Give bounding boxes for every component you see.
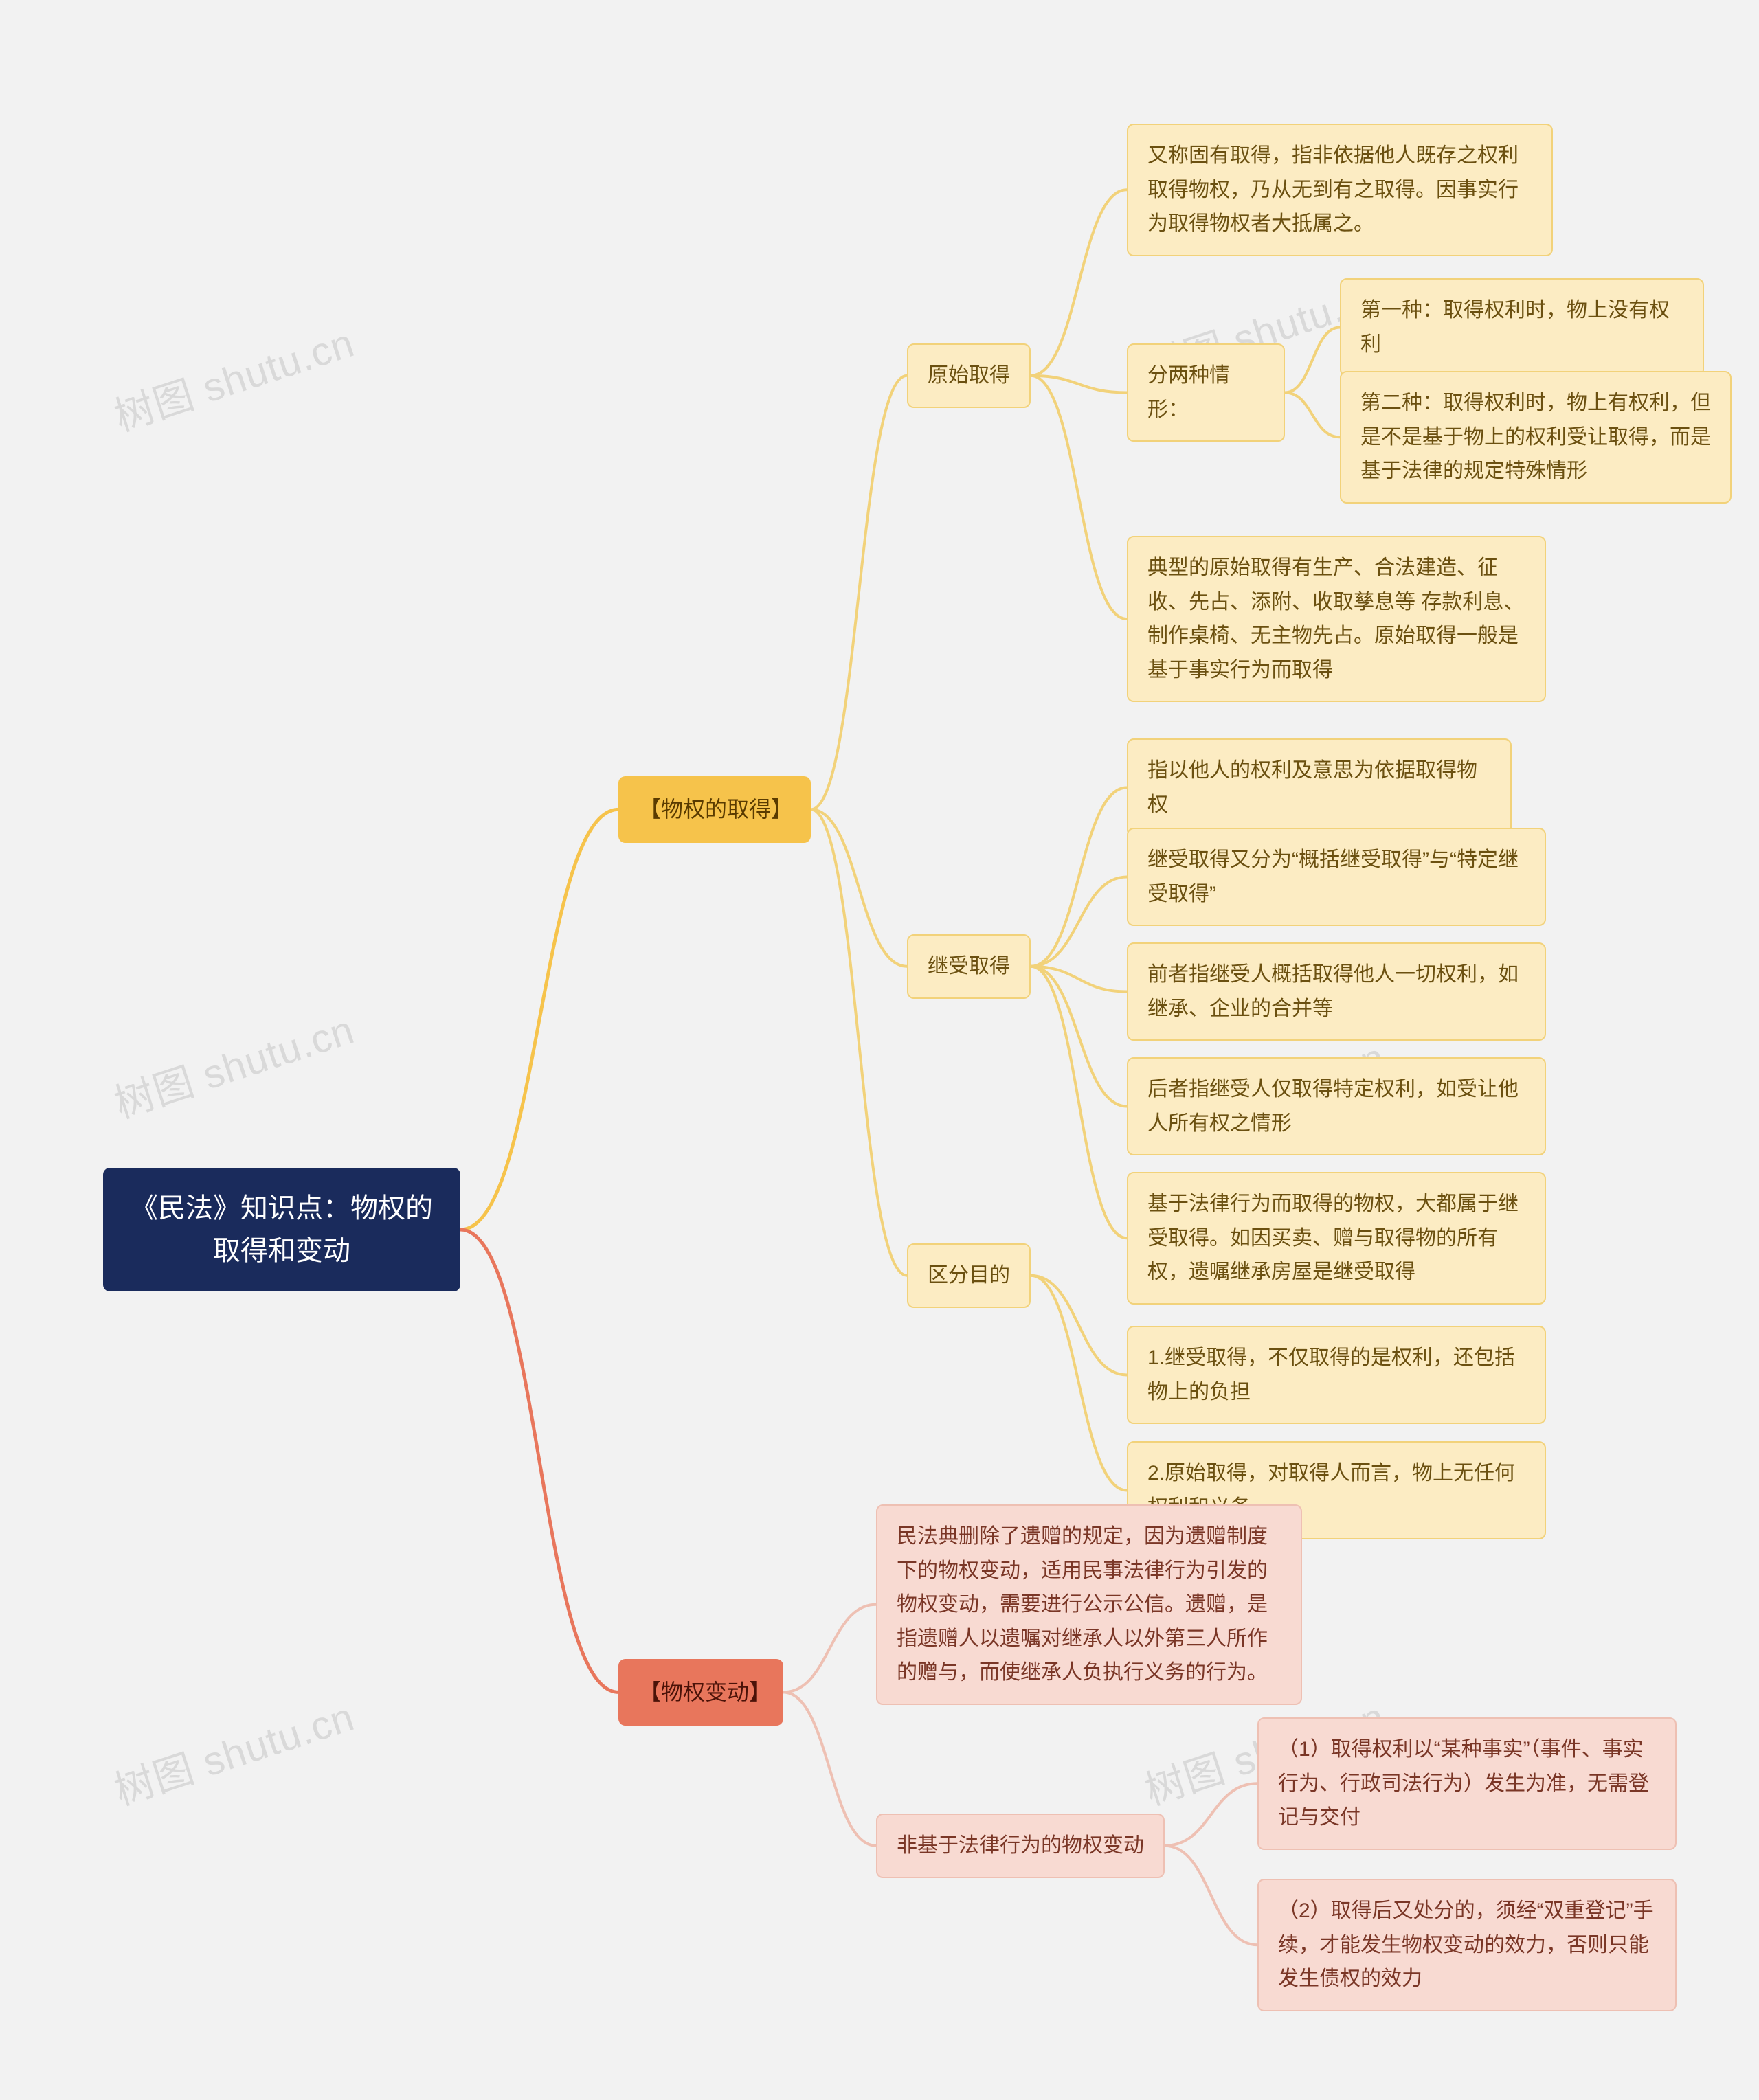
node-a1_2[interactable]: 分两种情形： — [1127, 343, 1285, 442]
node-a2_4[interactable]: 后者指继受人仅取得特定权利，如受让他人所有权之情形 — [1127, 1057, 1546, 1155]
connector — [1031, 376, 1127, 619]
connector — [460, 809, 618, 1230]
connector — [460, 1230, 618, 1692]
node-a3_1[interactable]: 1.继受取得，不仅取得的是权利，还包括物上的负担 — [1127, 1326, 1546, 1424]
node-a[interactable]: 【物权的取得】 — [618, 776, 811, 843]
node-b1[interactable]: 民法典删除了遗赠的规定，因为遗赠制度下的物权变动，适用民事法律行为引发的物权变动… — [876, 1504, 1302, 1705]
node-b2_1[interactable]: （1）取得权利以“某种事实”（事件、事实行为、行政司法行为）发生为准，无需登记与… — [1257, 1717, 1677, 1850]
node-a2_1[interactable]: 指以他人的权利及意思为依据取得物权 — [1127, 738, 1512, 837]
connector — [1031, 967, 1127, 1107]
node-a1_3[interactable]: 典型的原始取得有生产、合法建造、征收、先占、添附、收取孳息等 存款利息、制作桌椅… — [1127, 536, 1546, 702]
node-b2_2[interactable]: （2）取得后又处分的，须经“双重登记”手续，才能发生物权变动的效力，否则只能发生… — [1257, 1879, 1677, 2011]
node-a1_2_1[interactable]: 第一种：取得权利时，物上没有权利 — [1340, 278, 1704, 376]
node-a3[interactable]: 区分目的 — [907, 1243, 1031, 1308]
node-a2_3[interactable]: 前者指继受人概括取得他人一切权利，如继承、企业的合并等 — [1127, 942, 1546, 1041]
connector — [1165, 1846, 1257, 1945]
connector — [1031, 967, 1127, 992]
mindmap-canvas: 树图 shutu.cn树图 shutu.cn树图 shutu.cn树图 shut… — [0, 0, 1759, 2100]
node-root[interactable]: 《民法》知识点：物权的取得和变动 — [103, 1168, 460, 1291]
connector — [1285, 393, 1340, 438]
node-a1_1[interactable]: 又称固有取得，指非依据他人既存之权利取得物权，乃从无到有之取得。因事实行为取得物… — [1127, 124, 1553, 256]
node-a2_2[interactable]: 继受取得又分为“概括继受取得”与“特定继受取得” — [1127, 828, 1546, 926]
node-b2[interactable]: 非基于法律行为的物权变动 — [876, 1814, 1165, 1878]
connector — [783, 1692, 876, 1845]
connector — [811, 809, 907, 1275]
node-a1[interactable]: 原始取得 — [907, 343, 1031, 408]
watermark: 树图 shutu.cn — [106, 311, 361, 442]
watermark: 树图 shutu.cn — [106, 1684, 361, 1816]
connector — [783, 1605, 876, 1693]
watermark: 树图 shutu.cn — [106, 997, 361, 1129]
node-a2[interactable]: 继受取得 — [907, 934, 1031, 999]
connector — [1031, 788, 1127, 967]
node-b[interactable]: 【物权变动】 — [618, 1659, 783, 1726]
connector — [1031, 190, 1127, 376]
connector — [1031, 877, 1127, 967]
node-a2_5[interactable]: 基于法律行为而取得的物权，大都属于继受取得。如因买卖、赠与取得物的所有权，遗嘱继… — [1127, 1172, 1546, 1305]
connector — [811, 376, 907, 810]
connector — [1031, 967, 1127, 1239]
connector — [1031, 1276, 1127, 1375]
node-a1_2_2[interactable]: 第二种：取得权利时，物上有权利，但是不是基于物上的权利受让取得，而是基于法律的规… — [1340, 371, 1732, 504]
connector — [1031, 376, 1127, 393]
connector — [1031, 1276, 1127, 1491]
connector — [811, 809, 907, 966]
